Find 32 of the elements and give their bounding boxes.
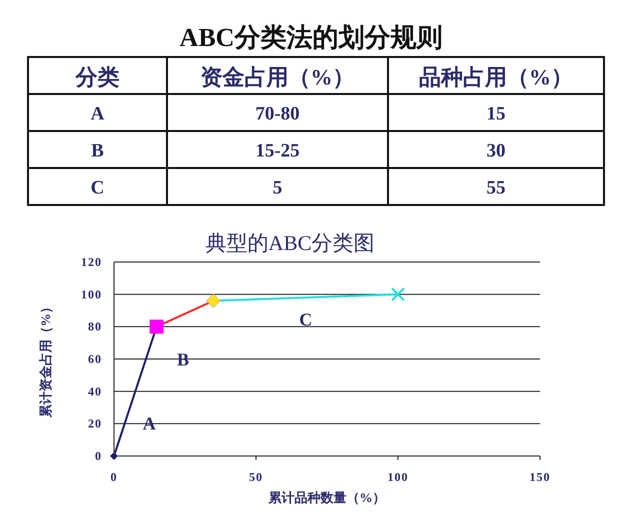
category-label: 资金占用（%） <box>200 64 354 90</box>
x-axis-title: 累计品种数量（%） <box>268 490 386 505</box>
text: A <box>90 104 105 124</box>
text: 55 <box>486 178 506 198</box>
chart-title: 典型的ABC分类图 <box>205 231 375 255</box>
text: 5 <box>272 178 282 198</box>
text: C <box>90 178 104 198</box>
category-label: 分类 <box>74 64 120 90</box>
text: B <box>91 140 104 162</box>
x-tick-label: 0 <box>110 470 118 484</box>
category-label: 品种占用（%） <box>419 64 573 90</box>
y-tick-label: 80 <box>88 320 102 334</box>
y-tick-label: 40 <box>88 384 102 398</box>
point <box>391 287 405 302</box>
point <box>110 452 118 460</box>
y-tick-label: 20 <box>88 416 102 431</box>
y-tick-label: 0 <box>95 449 102 463</box>
point <box>150 320 164 334</box>
text: 70-80 <box>255 104 300 124</box>
y-tick-label: 120 <box>81 255 102 269</box>
x-tick-label: 50 <box>249 470 263 484</box>
x-tick-label: 150 <box>530 470 550 484</box>
y-axis-title: 累计资金占用（%） <box>38 300 53 418</box>
text: 15 <box>486 104 506 124</box>
y-tick-label: 100 <box>81 287 102 302</box>
text: 15-25 <box>255 140 300 162</box>
y-tick-label: 60 <box>88 352 102 366</box>
point <box>206 294 221 308</box>
x-tick-label: 100 <box>388 470 408 484</box>
annotation: C <box>299 310 312 330</box>
text: 30 <box>486 140 506 162</box>
text: ABC分类法的划分规则 <box>180 23 442 52</box>
